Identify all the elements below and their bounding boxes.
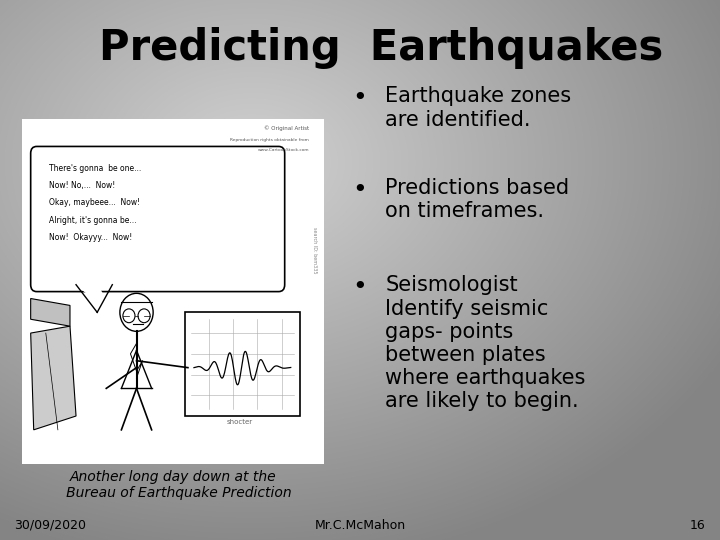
Text: There's gonna  be one...: There's gonna be one... [49, 164, 141, 173]
Text: Earthquake zones
are identified.: Earthquake zones are identified. [385, 86, 572, 130]
Text: Mr.C.McMahon: Mr.C.McMahon [315, 519, 405, 532]
FancyBboxPatch shape [22, 119, 324, 464]
Circle shape [138, 309, 150, 323]
Text: Okay, maybeee...  Now!: Okay, maybeee... Now! [49, 198, 140, 207]
Text: Predictions based
on timeframes.: Predictions based on timeframes. [385, 178, 570, 221]
Circle shape [123, 309, 135, 323]
Polygon shape [76, 285, 112, 312]
Text: •: • [353, 178, 367, 202]
Text: www.CartoonStock.com: www.CartoonStock.com [257, 148, 309, 152]
Text: shocter: shocter [226, 420, 253, 426]
FancyBboxPatch shape [185, 312, 300, 416]
Polygon shape [31, 299, 70, 326]
Text: Now!  Okayyy...  Now!: Now! Okayyy... Now! [49, 233, 132, 242]
Text: •: • [353, 86, 367, 110]
FancyBboxPatch shape [31, 146, 284, 292]
Text: © Original Artist: © Original Artist [264, 126, 309, 131]
Text: •: • [353, 275, 367, 299]
Text: Alright, it's gonna be...: Alright, it's gonna be... [49, 215, 136, 225]
Polygon shape [31, 326, 76, 430]
Text: Another long day down at the
   Bureau of Earthquake Prediction: Another long day down at the Bureau of E… [53, 470, 292, 500]
Text: 16: 16 [690, 519, 706, 532]
Text: 30/09/2020: 30/09/2020 [14, 519, 86, 532]
Text: Seismologist
Identify seismic
gaps- points
between plates
where earthquakes
are : Seismologist Identify seismic gaps- poin… [385, 275, 585, 411]
Circle shape [120, 293, 153, 332]
Text: Now! No,...  Now!: Now! No,... Now! [49, 181, 115, 190]
Text: Reproduction rights obtainable from: Reproduction rights obtainable from [230, 138, 309, 142]
Text: search ID: bem335: search ID: bem335 [312, 227, 318, 273]
Text: Predicting  Earthquakes: Predicting Earthquakes [99, 27, 664, 69]
